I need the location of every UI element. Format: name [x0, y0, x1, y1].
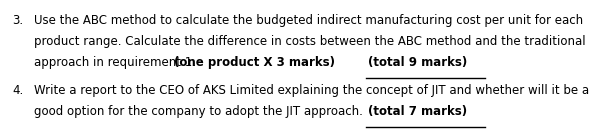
Text: (total 7 marks): (total 7 marks): [368, 105, 467, 118]
Text: Write a report to the CEO of AKS Limited explaining the concept of JIT and wheth: Write a report to the CEO of AKS Limited…: [35, 84, 590, 97]
Text: good option for the company to adopt the JIT approach.: good option for the company to adopt the…: [35, 105, 364, 118]
Text: product range. Calculate the difference in costs between the ABC method and the : product range. Calculate the difference …: [35, 35, 586, 48]
Text: Use the ABC method to calculate the budgeted indirect manufacturing cost per uni: Use the ABC method to calculate the budg…: [35, 14, 584, 27]
Text: (one product X 3 marks): (one product X 3 marks): [174, 56, 335, 69]
Text: (total 9 marks): (total 9 marks): [368, 56, 467, 69]
Text: 3.: 3.: [12, 14, 23, 27]
Text: approach in requirement 1.: approach in requirement 1.: [35, 56, 196, 69]
Text: 4.: 4.: [12, 84, 23, 97]
